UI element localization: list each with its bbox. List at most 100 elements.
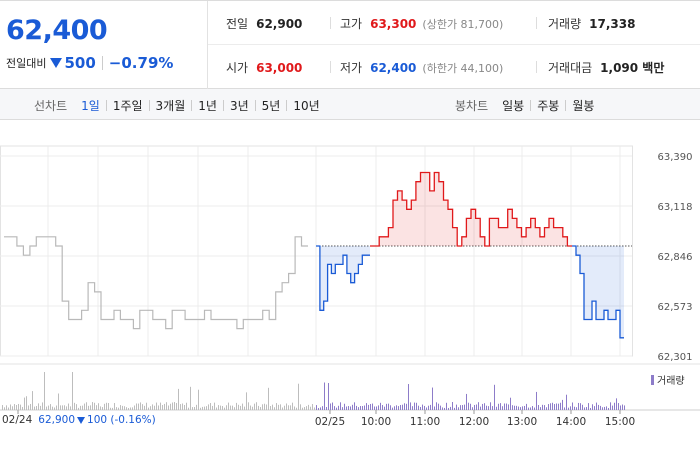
stat-value: 17,338 — [589, 17, 636, 31]
change-label: 전일대비 — [6, 57, 47, 70]
volume-bar — [468, 402, 469, 410]
volume-bar — [604, 406, 605, 410]
period-1d-tab[interactable]: 1일 — [81, 99, 100, 113]
x-tick-label: 13:00 — [507, 416, 537, 428]
candle-weekly-tab[interactable]: 주봉 — [537, 99, 560, 113]
volume-bar — [336, 407, 337, 410]
volume-bar — [342, 407, 343, 410]
volume-bar — [234, 407, 235, 410]
candle-chart-periods: 봉차트 일봉 주봉 월봉 — [455, 97, 594, 114]
volume-bar — [40, 405, 41, 410]
volume-bar — [46, 406, 47, 410]
period-1w-tab[interactable]: 1주일 — [112, 99, 143, 113]
volume-bar — [586, 407, 587, 410]
period-1y-tab[interactable]: 1년 — [198, 99, 217, 113]
volume-swatch — [651, 374, 654, 385]
volume-bar — [70, 406, 71, 410]
volume-bar — [166, 402, 167, 410]
volume-bar — [328, 383, 329, 410]
volume-bar — [450, 406, 451, 410]
period-5y-tab[interactable]: 5년 — [261, 99, 281, 113]
volume-bar — [590, 407, 591, 410]
volume-bar — [156, 402, 157, 410]
volume-bar — [360, 406, 361, 410]
stat-label: 저가 — [340, 61, 363, 75]
volume-bar — [48, 405, 49, 410]
volume-bar — [78, 407, 79, 410]
stat-label: 거래량 — [548, 17, 582, 31]
volume-bar — [158, 405, 159, 410]
volume-bar — [258, 405, 259, 410]
volume-bar — [406, 403, 407, 410]
period-10y-tab[interactable]: 10년 — [293, 99, 320, 113]
volume-bar — [186, 402, 187, 410]
volume-bar — [38, 403, 39, 410]
today-up-line — [370, 171, 572, 247]
volume-bar — [382, 405, 383, 410]
stat-divider — [536, 61, 537, 73]
volume-bar — [460, 405, 461, 410]
prev-day-price: 62,900 — [38, 414, 76, 426]
volume-bar — [520, 407, 521, 410]
stat-volume: 거래량 17,338 — [548, 15, 635, 32]
volume-bar — [102, 407, 103, 410]
volume-bar — [224, 407, 225, 410]
volume-bar — [168, 405, 169, 410]
volume-bar — [136, 403, 137, 410]
today-down-line — [316, 245, 370, 311]
volume-bar — [348, 406, 349, 410]
today-down-tail-area — [572, 246, 624, 338]
volume-bar — [302, 407, 303, 410]
volume-bar — [570, 406, 571, 410]
volume-bar — [456, 404, 457, 410]
y-tick-label: 63,390 — [658, 152, 693, 163]
volume-bar — [230, 405, 231, 410]
volume-bar — [396, 405, 397, 410]
volume-bar — [132, 407, 133, 410]
volume-bar — [530, 407, 531, 410]
volume-bar — [150, 406, 151, 410]
volume-bar — [62, 405, 63, 410]
volume-bar — [322, 406, 323, 410]
volume-bar — [330, 403, 331, 410]
volume-bar — [364, 405, 365, 410]
volume-bar — [566, 394, 567, 410]
volume-bar — [124, 406, 125, 410]
volume-bar — [190, 386, 191, 410]
volume-bar — [236, 402, 237, 410]
volume-bar — [128, 407, 129, 410]
volume-bar — [420, 406, 421, 410]
volume-bar — [210, 403, 211, 410]
period-3y-tab[interactable]: 3년 — [229, 99, 249, 113]
volume-bar — [34, 406, 35, 410]
volume-bar — [560, 402, 561, 410]
price-chart: 63,390 63,118 62,846 62,573 62,301 02/25 10:00… — [0, 145, 700, 428]
volume-bar — [54, 407, 55, 410]
candle-daily-tab[interactable]: 일봉 — [502, 99, 525, 113]
volume-bar — [182, 403, 183, 410]
volume-bar — [72, 372, 73, 410]
volume-bar — [592, 404, 593, 410]
prev-day-info: 02/24 62,900 100 (-0.16%) — [2, 414, 156, 426]
volume-bar — [374, 406, 375, 410]
volume-bar — [300, 404, 301, 410]
volume-bar — [272, 404, 273, 410]
volume-bar — [452, 402, 453, 410]
volume-bar — [512, 405, 513, 410]
volume-bar — [188, 407, 189, 410]
candle-monthly-tab[interactable]: 월봉 — [572, 99, 595, 113]
volume-bar — [434, 406, 435, 410]
volume-bar — [386, 403, 387, 410]
volume-bar — [378, 405, 379, 410]
volume-bar — [218, 405, 219, 410]
volume-bar — [510, 397, 511, 410]
volume-bar — [296, 407, 297, 410]
volume-bar — [248, 402, 249, 410]
volume-bar — [36, 406, 37, 410]
volume-bar — [624, 405, 625, 410]
volume-bar — [270, 405, 271, 410]
volume-bar — [486, 405, 487, 410]
volume-bar — [324, 382, 325, 410]
period-3m-tab[interactable]: 3개월 — [155, 99, 186, 113]
volume-bar — [114, 403, 115, 410]
